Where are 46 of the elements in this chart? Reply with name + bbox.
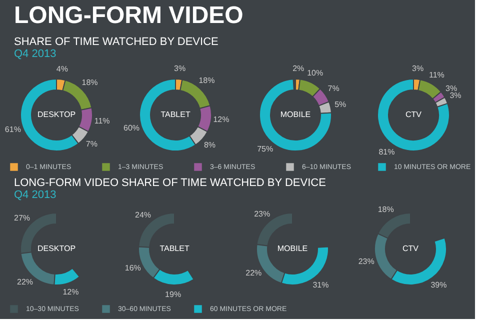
data-label: 39%: [430, 280, 447, 290]
data-label: 61%: [4, 124, 21, 134]
data-label: 23%: [254, 209, 270, 218]
data-label: 75%: [257, 144, 274, 154]
data-label: 8%: [204, 140, 216, 150]
data-label: 81%: [378, 147, 395, 156]
data-label: 22%: [17, 278, 34, 287]
data-label: 11%: [428, 70, 444, 80]
text: LONG-FORM VIDEO: [14, 2, 244, 29]
data-label: 27%: [14, 214, 30, 223]
text: SHARE OF TIME WATCHED BY DEVICE: [14, 36, 218, 48]
text: TABLET: [160, 110, 190, 119]
data-label: 3%: [174, 64, 186, 74]
data-label: 3%: [446, 84, 458, 93]
data-label: 4%: [56, 64, 68, 74]
data-label: 24%: [135, 210, 152, 220]
text: Q4 2013: [14, 189, 56, 201]
data-label: 18%: [82, 78, 98, 88]
data-label: 60%: [123, 123, 140, 132]
data-label: 23%: [358, 256, 374, 266]
data-label: 22%: [246, 268, 262, 278]
data-label: 7%: [328, 84, 340, 94]
data-label: 5%: [334, 100, 346, 109]
data-label: 12%: [213, 115, 230, 124]
data-label: 16%: [124, 264, 141, 273]
text: CTV: [402, 244, 420, 253]
data-label: 3%: [450, 91, 462, 100]
text: CTV: [406, 110, 422, 119]
donut-slice: [418, 79, 442, 100]
data-label: 11%: [94, 116, 110, 126]
text: DESKTOP: [37, 244, 76, 253]
data-label: 18%: [378, 205, 394, 214]
data-label: 3%: [412, 64, 424, 74]
data-label: 10%: [307, 68, 324, 78]
text: MOBILE: [280, 110, 311, 119]
data-label: 19%: [165, 290, 182, 299]
text: Q4 2013: [14, 48, 56, 60]
data-label: 7%: [86, 140, 98, 149]
data-label: 18%: [198, 76, 215, 86]
data-label: 2%: [292, 64, 304, 74]
text: TABLET: [160, 244, 190, 253]
text: DESKTOP: [37, 110, 76, 119]
text: MOBILE: [277, 244, 308, 253]
data-label: 31%: [312, 280, 329, 290]
text: LONG-FORM VIDEO SHARE OF TIME WATCHED BY DEVICE: [14, 177, 326, 189]
data-label: 12%: [62, 288, 79, 297]
